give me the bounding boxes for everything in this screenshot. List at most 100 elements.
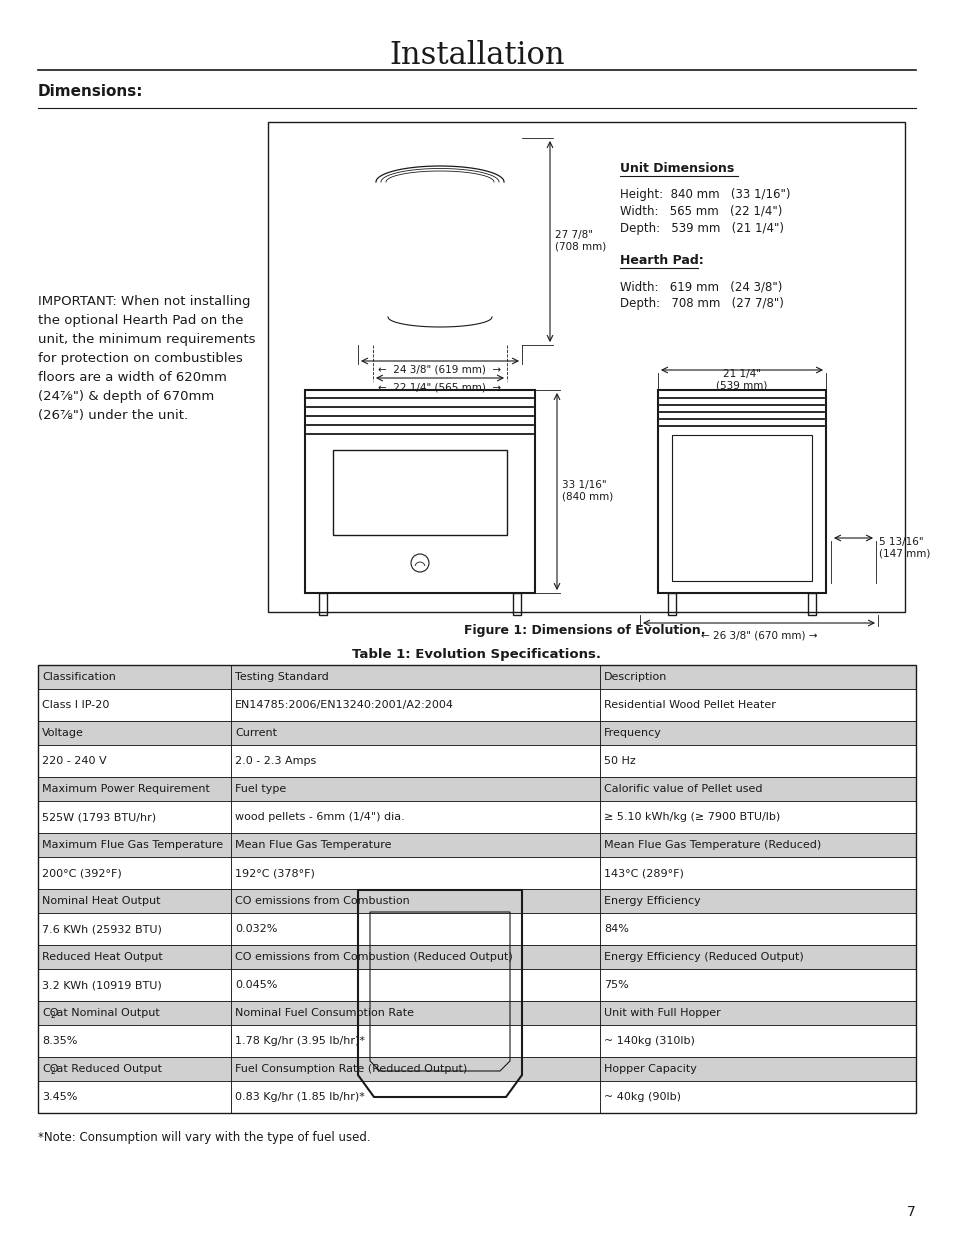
Text: 200°C (392°F): 200°C (392°F)	[42, 868, 122, 878]
Text: 2: 2	[51, 1011, 55, 1020]
Bar	[38, 1025, 231, 1057]
Text: 2.0 - 2.3 Amps: 2.0 - 2.3 Amps	[234, 756, 316, 766]
Text: 0.032%: 0.032%	[234, 924, 277, 934]
Text: *Note: Consumption will vary with the type of fuel used.: *Note: Consumption will vary with the ty…	[38, 1131, 370, 1144]
Bar	[333, 450, 506, 535]
Text: Energy Efficiency: Energy Efficiency	[603, 897, 700, 906]
Bar	[38, 664, 915, 1113]
Bar	[599, 832, 915, 857]
Bar	[38, 832, 231, 857]
Text: ≥ 5.10 kWh/kg (≥ 7900 BTU/lb): ≥ 5.10 kWh/kg (≥ 7900 BTU/lb)	[603, 811, 780, 823]
Text: Class I IP-20: Class I IP-20	[42, 700, 110, 710]
Text: 220 - 240 V: 220 - 240 V	[42, 756, 107, 766]
Bar	[671, 435, 811, 580]
Text: CO emissions from Combustion: CO emissions from Combustion	[234, 897, 410, 906]
Bar	[38, 913, 915, 945]
Bar	[231, 1081, 599, 1113]
Text: Installation: Installation	[389, 40, 564, 70]
Text: Hopper Capacity: Hopper Capacity	[603, 1065, 696, 1074]
Bar	[38, 721, 915, 745]
Text: 5 13/16"
(147 mm): 5 13/16" (147 mm)	[878, 537, 929, 558]
Bar	[38, 945, 915, 969]
Bar	[599, 802, 915, 832]
Bar	[38, 1002, 915, 1025]
Text: Maximum Flue Gas Temperature: Maximum Flue Gas Temperature	[42, 840, 223, 850]
Bar	[38, 889, 915, 913]
Text: IMPORTANT: When not installing
the optional Hearth Pad on the
unit, the minimum : IMPORTANT: When not installing the optio…	[38, 295, 255, 422]
Bar	[807, 593, 815, 615]
Text: 21 1/4"
(539 mm): 21 1/4" (539 mm)	[716, 369, 767, 390]
Bar	[38, 1025, 915, 1057]
Text: Mean Flue Gas Temperature: Mean Flue Gas Temperature	[234, 840, 392, 850]
Text: Mean Flue Gas Temperature (Reduced): Mean Flue Gas Temperature (Reduced)	[603, 840, 821, 850]
Bar	[599, 777, 915, 802]
Text: 2: 2	[51, 1067, 55, 1077]
Bar	[38, 1057, 231, 1081]
Text: Nominal Heat Output: Nominal Heat Output	[42, 897, 160, 906]
Bar	[599, 1002, 915, 1025]
Text: at Nominal Output: at Nominal Output	[53, 1008, 160, 1018]
Text: 3.2 KWh (10919 BTU): 3.2 KWh (10919 BTU)	[42, 981, 162, 990]
Text: 0.83 Kg/hr (1.85 lb/hr)*: 0.83 Kg/hr (1.85 lb/hr)*	[234, 1092, 365, 1102]
Text: 27 7/8"
(708 mm): 27 7/8" (708 mm)	[555, 230, 605, 252]
Bar	[599, 721, 915, 745]
Text: CO: CO	[42, 1008, 58, 1018]
Bar	[599, 1025, 915, 1057]
Bar	[599, 945, 915, 969]
Bar	[513, 593, 520, 615]
Bar	[667, 593, 676, 615]
Text: ~ 40kg (90lb): ~ 40kg (90lb)	[603, 1092, 680, 1102]
Bar	[38, 1002, 231, 1025]
Text: 3.45%: 3.45%	[42, 1092, 77, 1102]
Text: 8.35%: 8.35%	[42, 1036, 77, 1046]
Text: Frequency: Frequency	[603, 727, 661, 739]
Text: Depth:   539 mm   (21 1/4"): Depth: 539 mm (21 1/4")	[619, 222, 783, 235]
Text: Table 1: Evolution Specifications.: Table 1: Evolution Specifications.	[352, 648, 601, 661]
Bar	[38, 945, 231, 969]
Bar	[38, 969, 915, 1002]
Text: CO emissions from Combustion (Reduced Output): CO emissions from Combustion (Reduced Ou…	[234, 952, 513, 962]
Bar	[38, 689, 231, 721]
Text: Figure 1: Dimensions of Evolution.: Figure 1: Dimensions of Evolution.	[464, 624, 705, 637]
Bar	[38, 689, 915, 721]
Text: CO: CO	[42, 1065, 58, 1074]
Text: Voltage: Voltage	[42, 727, 84, 739]
Bar	[231, 945, 599, 969]
Text: 75%: 75%	[603, 981, 628, 990]
Bar	[38, 721, 231, 745]
Text: EN14785:2006/EN13240:2001/A2:2004: EN14785:2006/EN13240:2001/A2:2004	[234, 700, 454, 710]
Text: Dimensions:: Dimensions:	[38, 84, 143, 100]
Bar	[231, 721, 599, 745]
Text: 7.6 KWh (25932 BTU): 7.6 KWh (25932 BTU)	[42, 924, 162, 934]
Bar	[231, 689, 599, 721]
Text: Reduced Heat Output: Reduced Heat Output	[42, 952, 163, 962]
Bar	[38, 1057, 915, 1081]
Bar	[318, 593, 327, 615]
Text: wood pellets - 6mm (1/4") dia.: wood pellets - 6mm (1/4") dia.	[234, 811, 404, 823]
Bar	[38, 857, 231, 889]
Text: Testing Standard: Testing Standard	[234, 672, 329, 682]
Text: at Reduced Output: at Reduced Output	[53, 1065, 162, 1074]
Text: Unit Dimensions: Unit Dimensions	[619, 162, 734, 175]
Bar	[231, 802, 599, 832]
Text: 525W (1793 BTU/hr): 525W (1793 BTU/hr)	[42, 811, 156, 823]
Bar	[231, 832, 599, 857]
Text: 1.78 Kg/hr (3.95 lb/hr)*: 1.78 Kg/hr (3.95 lb/hr)*	[234, 1036, 365, 1046]
Text: Unit with Full Hopper: Unit with Full Hopper	[603, 1008, 720, 1018]
Text: 33 1/16"
(840 mm): 33 1/16" (840 mm)	[561, 480, 613, 501]
Bar	[599, 664, 915, 689]
Bar	[38, 802, 231, 832]
Bar	[599, 1057, 915, 1081]
Bar	[38, 969, 231, 1002]
Bar	[599, 913, 915, 945]
Text: 84%: 84%	[603, 924, 628, 934]
Text: Nominal Fuel Consumption Rate: Nominal Fuel Consumption Rate	[234, 1008, 414, 1018]
Text: Fuel Consumption Rate (Reduced Output): Fuel Consumption Rate (Reduced Output)	[234, 1065, 467, 1074]
Text: 50 Hz: 50 Hz	[603, 756, 635, 766]
Bar	[599, 857, 915, 889]
Bar	[231, 745, 599, 777]
Text: Width:   619 mm   (24 3/8"): Width: 619 mm (24 3/8")	[619, 280, 781, 293]
Bar	[599, 1081, 915, 1113]
Text: Depth:   708 mm   (27 7/8"): Depth: 708 mm (27 7/8")	[619, 296, 783, 310]
Bar	[38, 664, 231, 689]
